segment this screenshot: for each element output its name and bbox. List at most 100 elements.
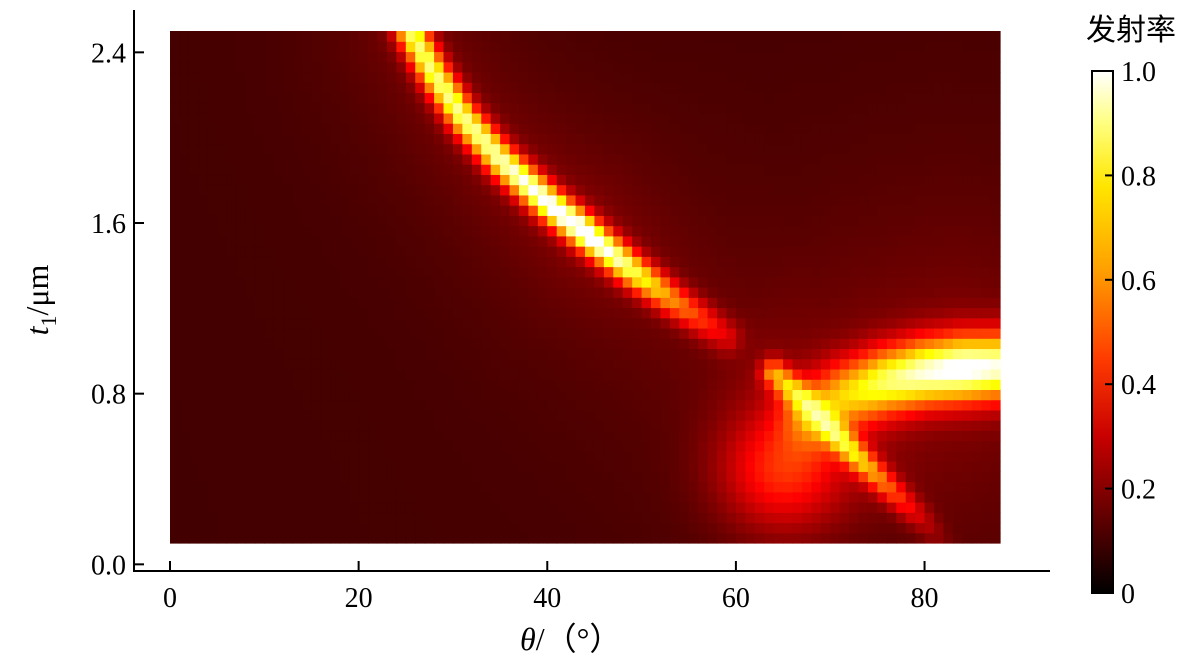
heatmap-cell (877, 491, 888, 503)
heatmap-cell (528, 266, 539, 278)
heatmap-cell (981, 450, 992, 462)
heatmap-cell (962, 502, 973, 513)
heatmap-cell (735, 430, 746, 442)
heatmap-cell (698, 389, 709, 401)
heatmap-cell (311, 194, 322, 206)
heatmap-cell (283, 358, 294, 370)
heatmap-cell (905, 379, 916, 390)
heatmap-cell (811, 266, 822, 278)
heatmap-cell (594, 143, 605, 155)
heatmap-cell (292, 512, 303, 524)
heatmap-cell (273, 307, 284, 319)
heatmap-cell (839, 399, 850, 411)
heatmap-cell (707, 450, 718, 462)
heatmap-cell (783, 246, 794, 257)
heatmap-cell (924, 338, 935, 350)
heatmap-cell (839, 297, 850, 309)
heatmap-cell (462, 123, 473, 134)
heatmap-cell (924, 327, 935, 339)
heatmap-cell (594, 532, 605, 544)
heatmap-cell (452, 112, 463, 124)
heatmap-cell (207, 92, 218, 104)
heatmap-cell (811, 409, 822, 421)
heatmap-cell (990, 389, 1001, 401)
heatmap-cell (386, 461, 397, 472)
heatmap-cell (915, 31, 926, 42)
heatmap-cell (820, 266, 831, 278)
heatmap-cell (622, 71, 633, 83)
heatmap-cell (660, 471, 671, 483)
heatmap-cell (886, 61, 897, 73)
heatmap-cell (792, 153, 803, 165)
heatmap-cell (679, 256, 690, 268)
heatmap-cell (320, 276, 331, 288)
heatmap-cell (820, 51, 831, 63)
heatmap-cell (698, 256, 709, 268)
heatmap-cell (462, 184, 473, 196)
heatmap-cell (273, 276, 284, 288)
heatmap-cell (849, 502, 860, 513)
heatmap-cell (990, 143, 1001, 155)
heatmap-cell (424, 502, 435, 513)
heatmap-cell (594, 358, 605, 370)
heatmap-cell (943, 153, 954, 165)
heatmap-cell (264, 112, 275, 124)
heatmap-cell (839, 71, 850, 83)
heatmap-cell (273, 61, 284, 73)
heatmap-cell (622, 153, 633, 165)
heatmap-cell (651, 174, 662, 186)
heatmap-cell (471, 174, 482, 186)
heatmap-cell (679, 123, 690, 134)
heatmap-cell (603, 461, 614, 472)
heatmap-cell (933, 327, 945, 339)
heatmap-cell (783, 61, 794, 73)
heatmap-cell (839, 256, 850, 268)
heatmap-cell (537, 440, 548, 452)
heatmap-cell (471, 184, 482, 196)
heatmap-cell (386, 327, 397, 339)
heatmap-cell (490, 348, 501, 360)
heatmap-cell (481, 276, 492, 288)
heatmap-cell (283, 133, 294, 145)
heatmap-cell (849, 327, 860, 339)
heatmap-cell (603, 174, 614, 186)
heatmap-cell (198, 276, 209, 288)
heatmap-cell (915, 266, 926, 278)
heatmap-cell (396, 307, 407, 319)
heatmap-cell (349, 276, 360, 288)
heatmap-cell (651, 358, 662, 370)
heatmap-cell (547, 61, 558, 73)
heatmap-cell (801, 31, 812, 42)
heatmap-cell (792, 205, 803, 216)
heatmap-cell (594, 256, 605, 268)
heatmap-cell (547, 379, 558, 390)
heatmap-cell (405, 307, 416, 319)
heatmap-cell (783, 266, 794, 278)
heatmap-cell (707, 51, 718, 63)
heatmap-cell (726, 82, 737, 94)
heatmap-cell (688, 205, 699, 216)
heatmap-cell (368, 327, 379, 339)
heatmap-cell (773, 235, 784, 247)
heatmap-cell (971, 522, 982, 534)
heatmap-cell (594, 41, 605, 53)
heatmap-cell (651, 276, 662, 288)
heatmap-cell (641, 71, 652, 83)
heatmap-cell (188, 225, 199, 237)
heatmap-cell (217, 338, 228, 350)
heatmap-cell (858, 276, 869, 288)
heatmap-cell (217, 368, 228, 380)
heatmap-cell (622, 440, 633, 452)
heatmap-cell (424, 409, 435, 421)
heatmap-cell (198, 102, 209, 114)
heatmap-cell (726, 256, 737, 268)
heatmap-cell (820, 409, 831, 421)
heatmap-cell (585, 297, 596, 309)
heatmap-cell (867, 266, 878, 278)
heatmap-cell (292, 266, 303, 278)
heatmap-cell (311, 153, 322, 165)
heatmap-cell (962, 307, 973, 319)
heatmap-cell (726, 348, 737, 360)
heatmap-cell (424, 522, 435, 534)
heatmap-cell (198, 256, 209, 268)
